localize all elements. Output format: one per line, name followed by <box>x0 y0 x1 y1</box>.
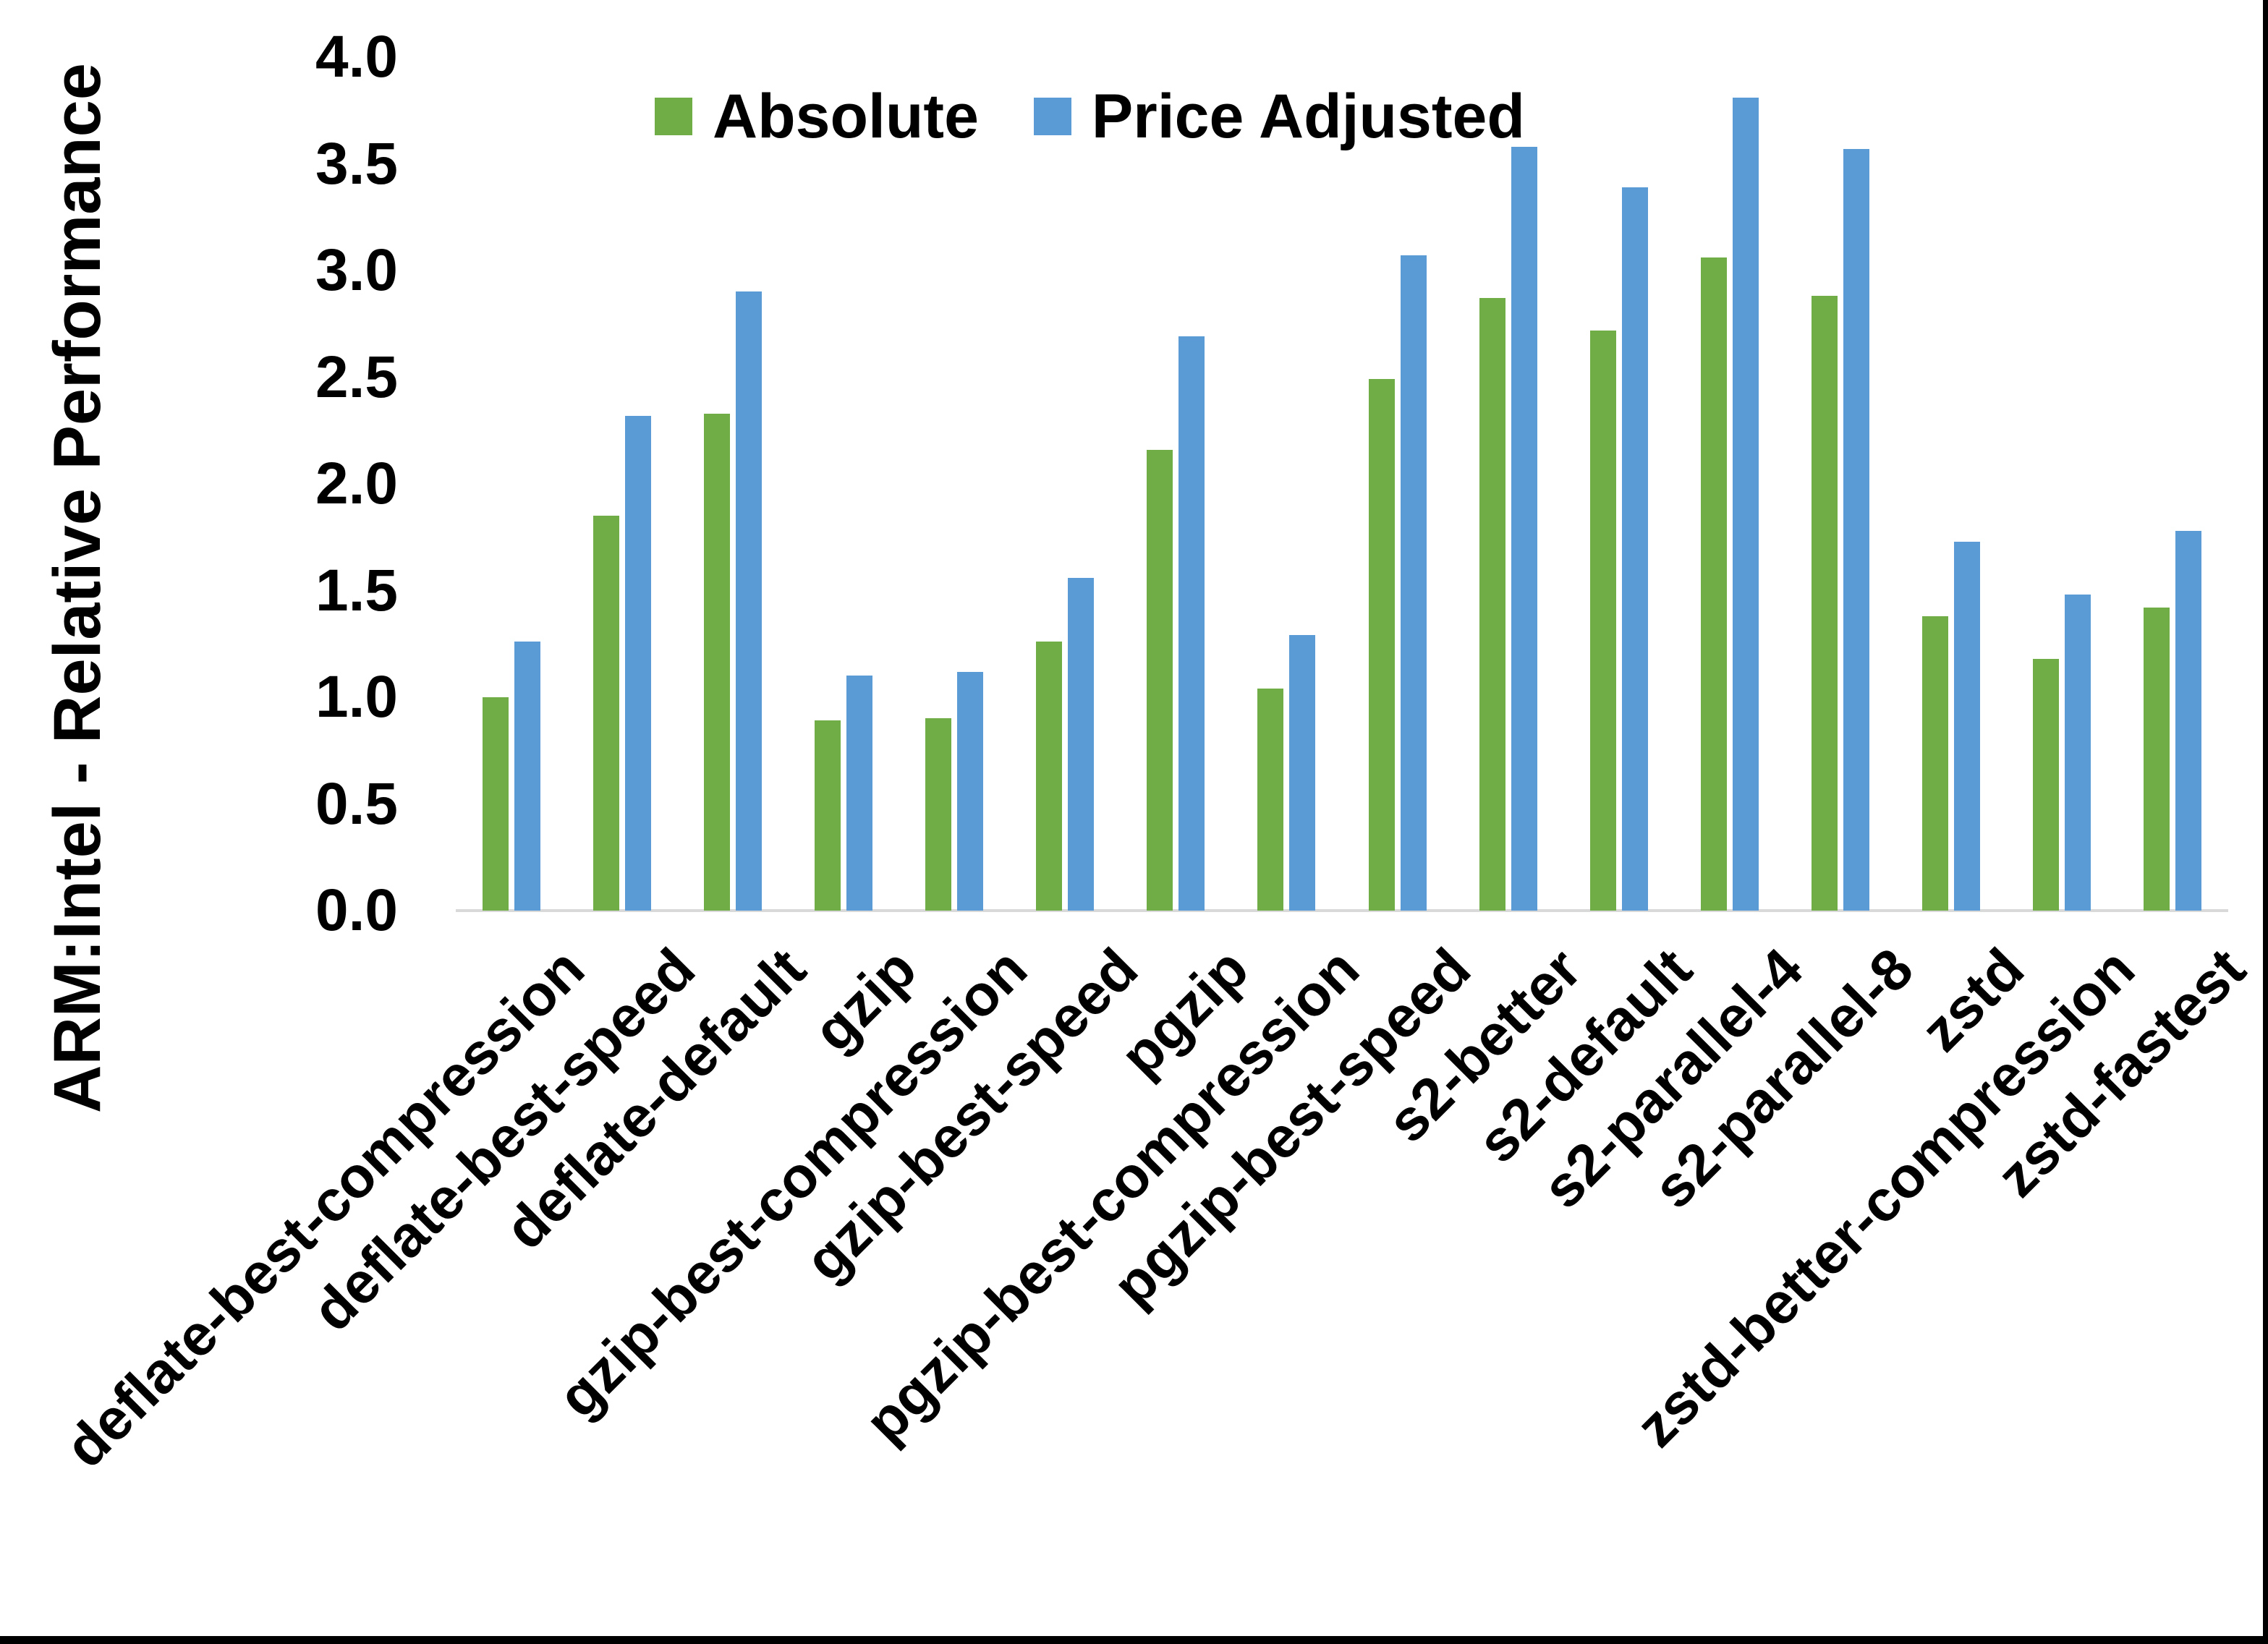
y-tick-label: 3.5 <box>315 131 398 197</box>
bar-absolute-deflate-best-speed <box>593 516 619 911</box>
bar-absolute-zstd-fastest <box>2144 608 2170 911</box>
bar-absolute-gzip-best-compression <box>925 718 951 911</box>
legend-item-price-adjusted: Price Adjusted <box>1033 81 1525 153</box>
bar-absolute-zstd-better-compression <box>2033 659 2059 911</box>
bar-price-adjusted-s2-better <box>1511 147 1537 911</box>
y-axis-title: ARM:Intel - Relative Performance <box>41 63 114 1113</box>
bar-absolute-deflate-default <box>704 414 730 911</box>
bar-absolute-deflate-best-compression <box>483 697 509 911</box>
screenshot-bottom-border <box>0 1636 2268 1644</box>
y-tick-label: 4.0 <box>315 24 398 90</box>
screenshot-right-border <box>2263 0 2268 1644</box>
bar-price-adjusted-gzip-best-speed <box>1068 578 1094 911</box>
y-tick-label: 1.5 <box>315 558 398 623</box>
bar-price-adjusted-zstd-better-compression <box>2065 595 2091 911</box>
bar-absolute-gzip-best-speed <box>1036 642 1062 911</box>
bar-price-adjusted-pgzip-best-compression <box>1289 635 1315 911</box>
x-axis-line <box>456 909 2228 912</box>
bar-price-adjusted-gzip <box>846 676 872 911</box>
y-tick-label: 0.0 <box>315 877 398 943</box>
bar-absolute-s2-default <box>1590 331 1616 911</box>
y-tick-label: 0.5 <box>315 771 398 837</box>
y-tick-label: 3.0 <box>315 237 398 303</box>
legend-label: Price Adjusted <box>1091 81 1525 151</box>
bar-price-adjusted-gzip-best-compression <box>957 672 983 911</box>
bar-absolute-zstd <box>1922 616 1948 911</box>
chart-legend: Absolute Price Adjusted <box>655 78 1525 155</box>
bar-absolute-pgzip <box>1147 450 1173 911</box>
bar-price-adjusted-s2-default <box>1622 187 1648 911</box>
legend-label: Absolute <box>713 81 979 151</box>
bar-absolute-pgzip-best-speed <box>1369 379 1395 911</box>
y-tick-label: 1.0 <box>315 664 398 730</box>
bar-price-adjusted-zstd <box>1954 542 1980 911</box>
y-tick-label: 2.5 <box>315 344 398 410</box>
legend-swatch-icon <box>1033 98 1071 135</box>
bar-price-adjusted-zstd-fastest <box>2175 531 2201 911</box>
bar-absolute-s2-parallel-4 <box>1701 257 1727 911</box>
bar-absolute-gzip <box>815 720 841 911</box>
legend-item-absolute: Absolute <box>655 81 979 153</box>
bar-price-adjusted-deflate-best-compression <box>514 642 540 911</box>
bar-absolute-s2-better <box>1479 298 1505 911</box>
bar-absolute-s2-parallel-8 <box>1812 296 1838 911</box>
bar-price-adjusted-pgzip <box>1178 336 1205 911</box>
legend-swatch-icon <box>655 98 692 135</box>
y-tick-label: 2.0 <box>315 451 398 516</box>
bar-price-adjusted-deflate-default <box>736 291 762 911</box>
bar-price-adjusted-s2-parallel-4 <box>1733 98 1759 911</box>
bar-price-adjusted-pgzip-best-speed <box>1401 255 1427 911</box>
bar-price-adjusted-deflate-best-speed <box>625 416 651 911</box>
bar-price-adjusted-s2-parallel-8 <box>1843 149 1869 911</box>
bar-absolute-pgzip-best-compression <box>1257 689 1283 911</box>
